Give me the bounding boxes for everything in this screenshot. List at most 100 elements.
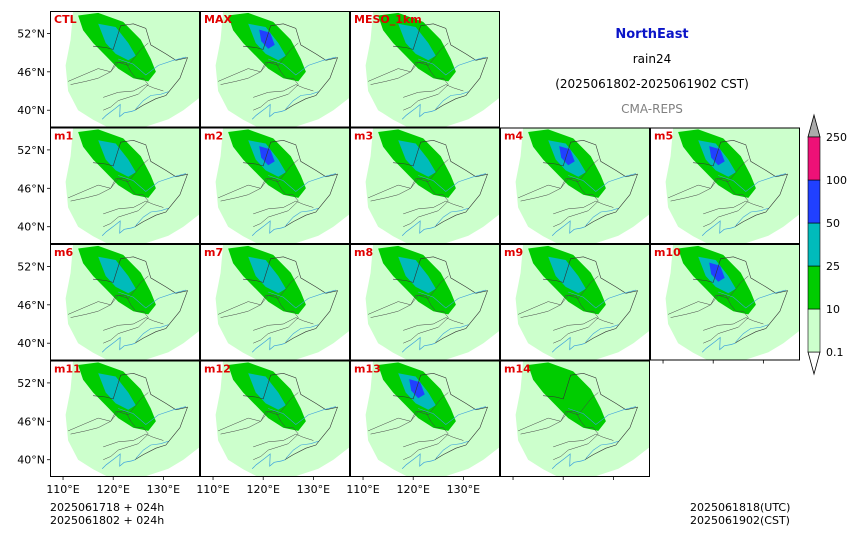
panel-m2: m2 <box>200 127 350 244</box>
lon-tick-label: 130°E <box>147 483 180 496</box>
panel-m4-province-line-2 <box>553 200 614 215</box>
panel-m14-province-line <box>518 392 599 432</box>
panel-m11-river <box>135 440 169 459</box>
panel-m7-province-line-3 <box>220 294 299 344</box>
panel-m7-river-2 <box>268 289 337 309</box>
panel-m7-border-line <box>243 256 338 344</box>
panel-m6-province-line-3 <box>70 294 149 344</box>
panel-m5-border-line <box>693 139 788 227</box>
panel-m9-label: m9 <box>504 246 523 259</box>
panel-m12-river <box>285 440 319 459</box>
panel-m12-province-line-2 <box>253 433 314 448</box>
panel-m12-river-2 <box>268 406 337 425</box>
panel-m2-province-line-2 <box>253 200 314 215</box>
lon-tick-label: 120°E <box>246 483 279 496</box>
panel-m3-border-line <box>393 139 488 227</box>
panel-m13-border-line <box>393 372 488 460</box>
panel-m9-province-line <box>518 275 599 315</box>
panel-m12-coastline <box>251 453 286 469</box>
panel-meso-1km: MESO_1km <box>350 11 500 128</box>
panel-m6-province-line <box>68 275 149 315</box>
panel-m5-frame <box>650 127 800 244</box>
panel-m7-province-line <box>218 275 299 315</box>
panel-m14-coastline <box>551 453 586 469</box>
lon-tick-label: 120°E <box>96 483 129 496</box>
lon-tick-label: 120°E <box>396 483 429 496</box>
panel-m12-rain-heavy <box>248 373 286 410</box>
panel-m9: m9 <box>500 244 650 361</box>
colorbar-tick-label: 10 <box>826 303 840 316</box>
panel-meso-1km-river <box>435 91 469 110</box>
panel-m9-coastline <box>551 336 586 353</box>
panel-m10-rain-storm <box>709 262 725 282</box>
panel-m13-frame <box>350 360 500 477</box>
panel-m1-river <box>135 207 169 226</box>
panel-ctl-border-line <box>93 23 188 111</box>
panel-m1: m1 <box>50 127 200 244</box>
panel-m3-rain-heavy <box>398 140 436 177</box>
panel-m8-province-line-3 <box>370 294 449 344</box>
panel-m14-river-2 <box>568 406 637 425</box>
map-panels: CTL MAX MESO_1km m1 m2 m3 m4 m5 m6 m7 m8 m9 m10 m11 m1… <box>50 11 800 477</box>
panel-m14-rain-moderate <box>528 362 606 431</box>
panel-m6: m6 <box>50 244 200 361</box>
panel-m1-label: m1 <box>54 130 73 143</box>
panel-m2-river <box>285 207 319 226</box>
lat-tick-label: 52°N <box>17 27 45 40</box>
panel-m14-border-line <box>543 372 638 460</box>
panel-m10-river <box>735 324 769 343</box>
panel-m3-river-2 <box>418 173 487 192</box>
panel-m13: m13 <box>350 360 500 477</box>
lon-tick-label: 130°E <box>297 483 330 496</box>
panel-m10-coastline <box>701 336 736 353</box>
panel-ctl: CTL <box>50 11 200 128</box>
colorbar-swatch <box>807 308 821 353</box>
figure-header: NorthEast rain24 (2025061802-2025061902 … <box>555 27 749 116</box>
valid-utc-text: 2025061818(UTC) <box>690 501 790 514</box>
panel-m13-province-line-2 <box>403 433 464 448</box>
panel-m9-river <box>585 324 619 343</box>
panel-m14: m14 <box>500 360 650 477</box>
panel-meso-1km-province-line-3 <box>370 61 449 111</box>
panel-max-river <box>285 91 319 110</box>
panel-m9-province-line-2 <box>553 317 614 331</box>
panel-m8-border-line <box>393 256 488 344</box>
panel-ctl-frame <box>50 11 200 128</box>
panel-m8-river <box>435 324 469 343</box>
panel-m12-province-line-3 <box>220 411 299 460</box>
lat-tick-label: 40°N <box>17 104 45 117</box>
panel-m9-rain-heavy <box>548 256 586 294</box>
colorbar-swatch <box>807 179 821 224</box>
colorbar-swatch <box>807 265 821 310</box>
panel-m2-frame <box>200 127 350 244</box>
panel-m11-province-line-2 <box>103 433 164 448</box>
init-utc-text: 2025061718 + 024h <box>50 501 164 514</box>
panel-m8-province-line <box>368 275 449 315</box>
panel-m14-river <box>585 440 619 459</box>
panel-m13-province-line-3 <box>370 411 449 460</box>
panel-m13-river-2 <box>418 406 487 425</box>
panel-m2-province-line-3 <box>220 178 299 227</box>
panel-m6-rain-heavy <box>98 256 136 294</box>
panel-m11-rain-heavy <box>98 373 136 410</box>
panel-m4-province-line <box>518 159 599 199</box>
panel-m5-province-line <box>668 159 749 199</box>
panel-m6-province-line-2 <box>103 317 164 331</box>
colorbar: 0.1 10 25 50 100 250 <box>807 113 847 376</box>
panel-m5-label: m5 <box>654 130 673 143</box>
panel-ctl-coastline <box>101 103 136 120</box>
panel-m3-frame <box>350 127 500 244</box>
panel-m1-rain-heavy <box>98 140 136 177</box>
panel-m9-province-line-3 <box>520 294 599 344</box>
panel-m6-border-line <box>93 256 188 344</box>
lat-tick-label: 52°N <box>17 260 45 273</box>
panel-m13-label: m13 <box>354 363 381 376</box>
panel-m14-province-line-3 <box>520 411 599 460</box>
panel-meso-1km-label: MESO_1km <box>354 13 422 26</box>
panel-m10-border-line <box>693 256 788 344</box>
panel-meso-1km-river-2 <box>418 56 487 76</box>
panel-ctl-province-line-3 <box>70 61 149 111</box>
lat-tick-label: 52°N <box>17 144 45 157</box>
panel-m12-border-line <box>243 372 338 460</box>
panel-m4-rain-storm <box>559 146 575 166</box>
